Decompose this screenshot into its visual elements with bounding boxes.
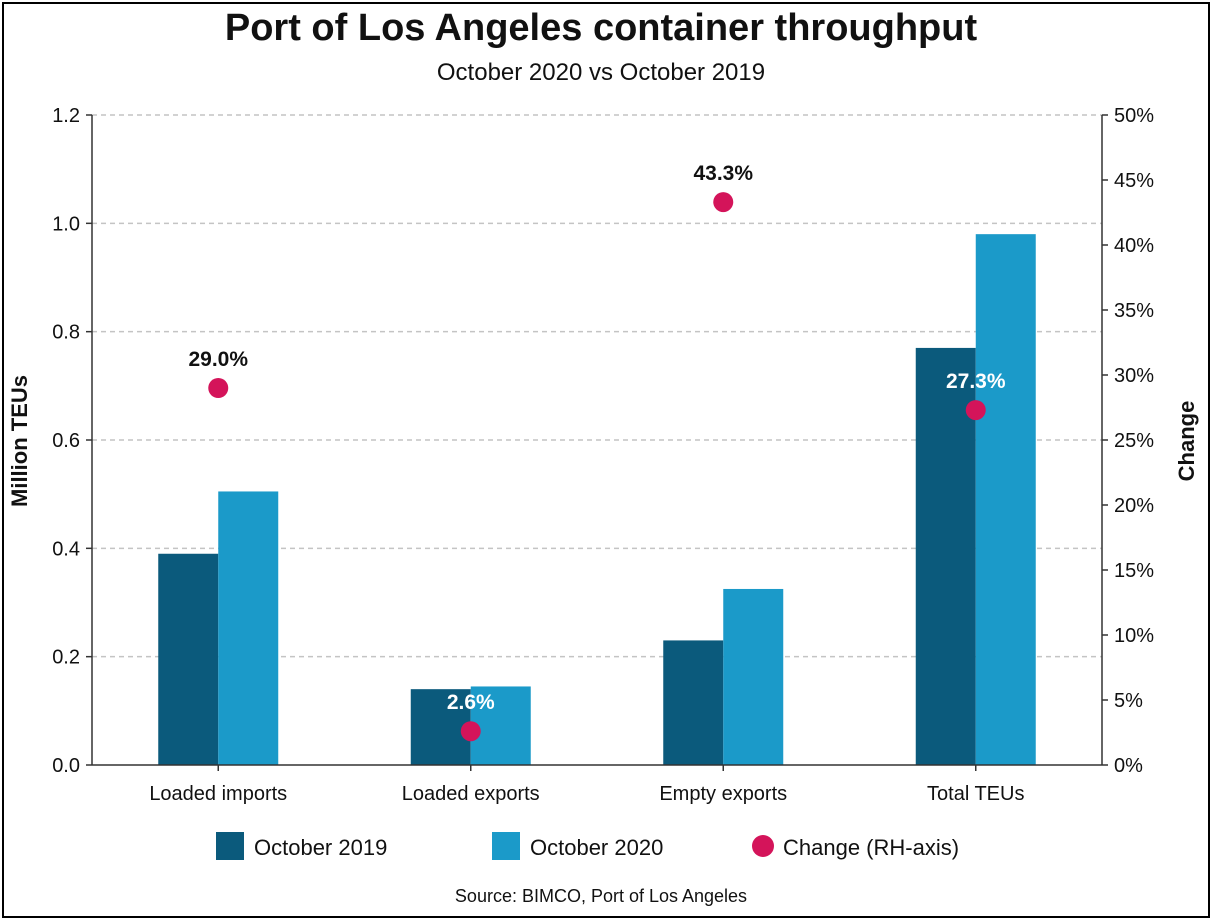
bar-october-2020 (218, 491, 279, 765)
category-label: Empty exports (659, 783, 787, 805)
change-data-label: 2.6% (447, 691, 495, 714)
left-tick-label: 0.2 (52, 647, 80, 669)
right-tick-labels: 0% 5% 10% 15% 20% 25% 30% 35% 40% 45% 50% (1114, 105, 1154, 777)
change-data-label: 43.3% (693, 162, 753, 185)
bar-october-2020 (723, 588, 784, 765)
right-tick-label: 10% (1114, 625, 1154, 647)
category-label: Loaded imports (149, 783, 287, 805)
left-tick-label: 0.8 (52, 322, 80, 344)
change-point (208, 378, 229, 398)
bar-october-2020 (975, 234, 1036, 765)
legend: October 2019 October 2020 Change (RH-axi… (216, 832, 959, 860)
right-tick-label: 15% (1114, 560, 1154, 582)
bar-october-2019 (915, 347, 976, 765)
bar-october-2019 (663, 640, 724, 765)
chart-title: Port of Los Angeles container throughput (225, 7, 978, 49)
change-point (965, 400, 986, 421)
legend-label-2020: October 2020 (530, 835, 663, 860)
change-data-label: 29.0% (188, 348, 248, 371)
axes-group (86, 114, 1108, 771)
source-note: Source: BIMCO, Port of Los Angeles (455, 886, 747, 906)
legend-swatch-2019 (216, 832, 244, 860)
bars-group (158, 234, 1036, 765)
left-tick-label: 0.6 (52, 430, 80, 452)
right-tick-label: 40% (1114, 235, 1154, 257)
left-tick-label: 0.0 (52, 755, 80, 777)
right-tick-label: 45% (1114, 170, 1154, 192)
bar-october-2019 (158, 553, 219, 765)
change-point (460, 721, 481, 742)
right-tick-label: 50% (1114, 105, 1154, 127)
category-labels: Loaded imports Loaded exports Empty export… (149, 783, 1024, 805)
y-axis-title: Million TEUs (7, 375, 32, 507)
left-tick-labels: 0.0 0.2 0.4 0.6 0.8 1.0 1.2 (52, 105, 80, 777)
change-data-labels: 29.0% 2.6% 43.3% 27.3% (188, 162, 1005, 714)
left-tick-label: 1.2 (52, 105, 80, 127)
right-tick-label: 30% (1114, 365, 1154, 387)
y2-axis-title: Change (1174, 401, 1199, 482)
right-tick-label: 35% (1114, 300, 1154, 322)
bar-october-2020 (470, 686, 531, 765)
legend-swatch-2020 (492, 832, 520, 860)
legend-label-2019: October 2019 (254, 835, 387, 860)
category-label: Total TEUs (927, 783, 1024, 805)
legend-marker-change (752, 835, 774, 857)
change-data-label: 27.3% (946, 370, 1006, 393)
right-tick-label: 5% (1114, 690, 1143, 712)
right-tick-label: 20% (1114, 495, 1154, 517)
left-tick-label: 0.4 (52, 538, 80, 560)
chart-subtitle: October 2020 vs October 2019 (437, 59, 765, 86)
bar-october-2019 (410, 689, 471, 765)
change-point (713, 192, 734, 213)
right-tick-label: 25% (1114, 430, 1154, 452)
change-points (208, 192, 986, 742)
left-tick-label: 1.0 (52, 213, 80, 235)
legend-label-change: Change (RH-axis) (783, 835, 959, 860)
category-label: Loaded exports (402, 783, 540, 805)
right-tick-label: 0% (1114, 755, 1143, 777)
